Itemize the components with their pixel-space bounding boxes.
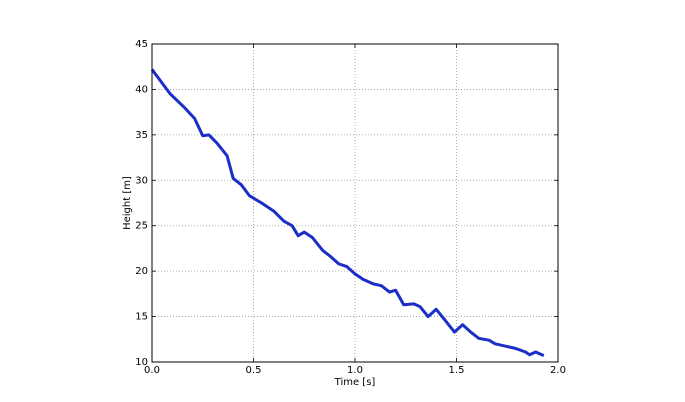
x-axis-label: Time [s] — [334, 377, 376, 388]
y-tick-label: 40 — [135, 84, 148, 95]
y-tick-label: 10 — [135, 357, 148, 368]
plot-frame — [151, 43, 559, 363]
y-tick-label: 15 — [135, 312, 148, 323]
x-tick-label: 1.5 — [449, 365, 465, 376]
y-tick-label: 45 — [135, 39, 148, 50]
y-tick-label: 30 — [135, 175, 148, 186]
x-tick-label: 1.0 — [347, 365, 363, 376]
x-tick-label: 2.0 — [550, 365, 566, 376]
y-axis-label: Height [m] — [122, 176, 133, 230]
y-tick-label: 25 — [135, 221, 148, 232]
x-tick-label: 0.5 — [246, 365, 262, 376]
y-tick-label: 20 — [135, 266, 148, 277]
y-tick-label: 35 — [135, 130, 148, 141]
x-tick-label: 0.0 — [144, 365, 160, 376]
data-line — [150, 68, 545, 358]
